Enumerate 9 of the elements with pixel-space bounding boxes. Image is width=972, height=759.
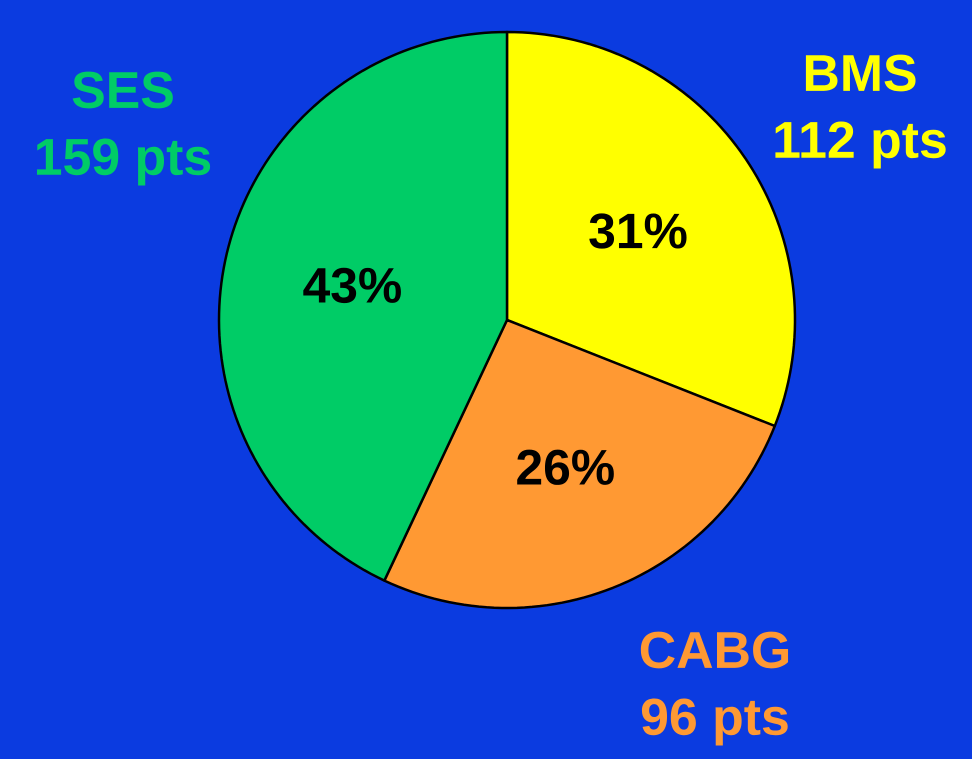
data-label: 31% [589,213,687,249]
data-label: 26% [517,450,614,485]
data-label: 43% [303,268,401,304]
slice-label: SES [72,72,173,108]
text: 96 pts [642,698,788,746]
slice-label: BMS [806,54,916,92]
text: 112 pts [775,122,946,168]
text: 159 pts [36,138,210,186]
slice-label: CABG [640,632,788,668]
